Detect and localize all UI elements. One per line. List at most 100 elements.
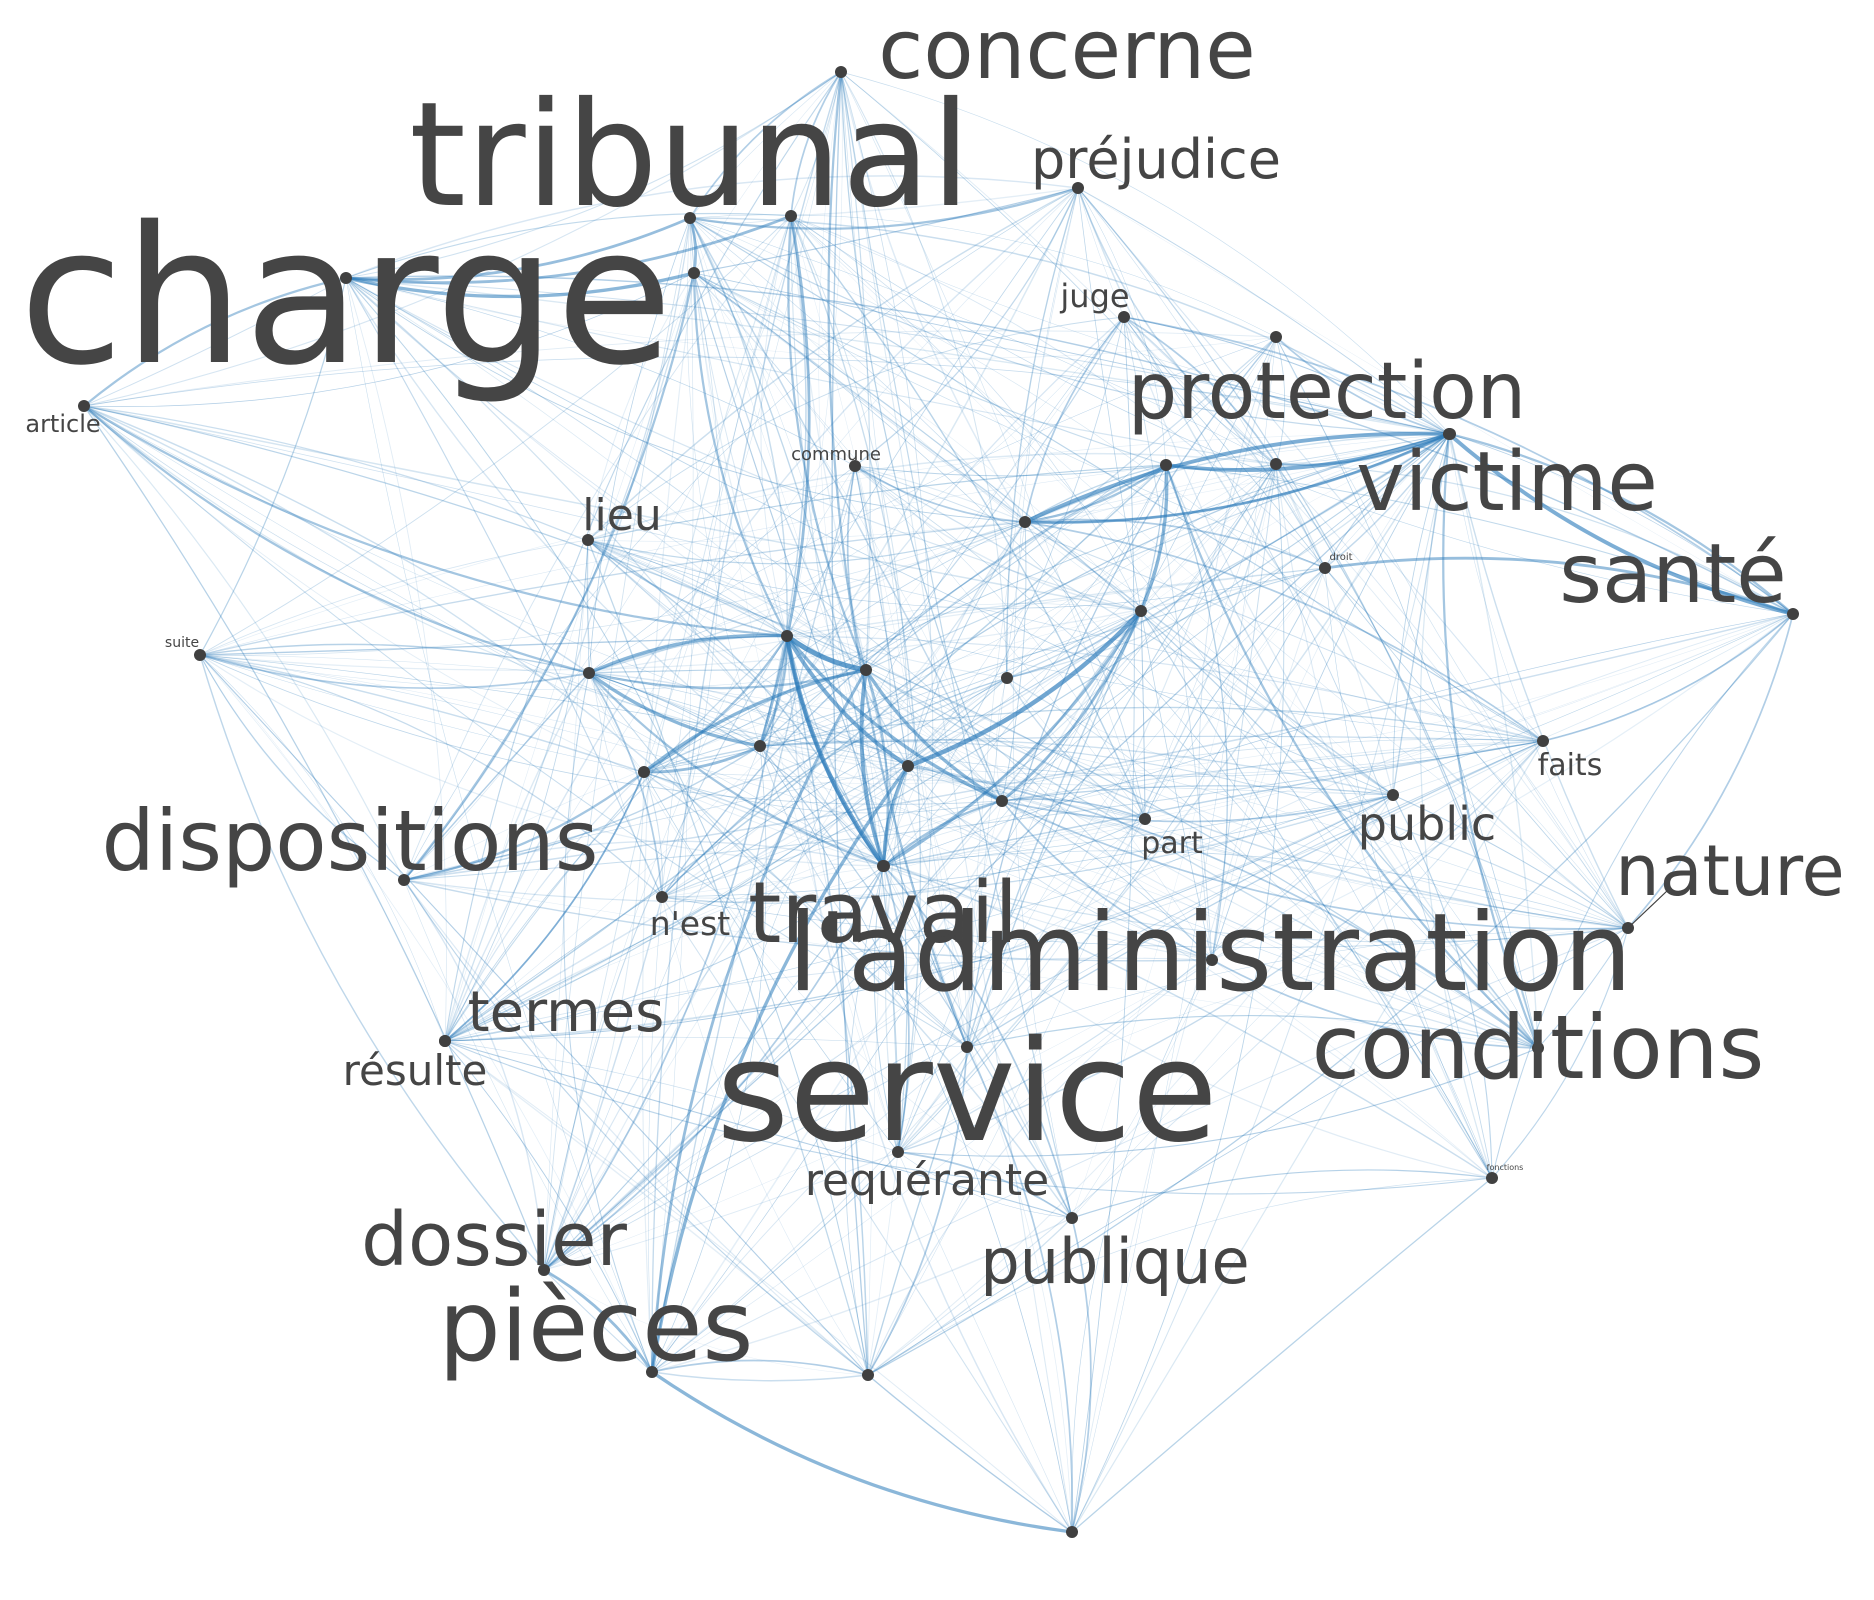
edge-web-lieu-droit <box>587 539 1326 609</box>
edge-web-victime-nest <box>661 433 1451 898</box>
edge-web-lieu-nest <box>586 539 663 898</box>
edge-web-public-nest <box>661 794 1394 898</box>
edge-web-prejudice-resulte <box>444 187 1079 1042</box>
edge-web-protection-termes <box>444 463 1277 1042</box>
edge-web-c8-c9 <box>1024 433 1450 523</box>
edge-web-conditions-c6 <box>1140 610 1539 1049</box>
edge-web-dossier-c9 <box>543 521 1026 1271</box>
edge-web-tribunal-c5 <box>689 217 1003 802</box>
edge-web-part-droit <box>1144 567 1326 820</box>
edge-web-ladministration-c11 <box>643 771 1213 961</box>
edge-web-nature-m2 <box>1275 336 1629 929</box>
edge-web-dossier-faits <box>543 740 1544 1271</box>
edge-web-sante-part <box>1144 613 1794 820</box>
edge-c2-pieces <box>650 669 868 1373</box>
edge-web-pieces-part <box>651 818 1146 1373</box>
edge-web-lieu-suite <box>199 539 589 656</box>
edge-web-protection-requerante <box>897 463 1277 1153</box>
edge-web-suite-c8 <box>199 433 1450 656</box>
edge-web-conditions-nature <box>1537 927 1629 1049</box>
edge-web-requerante-c11 <box>643 771 899 1153</box>
edge-web-c6-c8 <box>1140 433 1450 612</box>
edge-web-juge-droit <box>1123 316 1326 569</box>
node-dispositions <box>398 874 410 886</box>
edge-web-protection-c7 <box>1165 463 1277 471</box>
edge-suite-c10 <box>199 654 590 690</box>
edge-web-c1-m3 <box>786 635 869 1376</box>
edge-c11-c1 <box>643 635 788 773</box>
edge-web-service-faits <box>966 740 1544 1048</box>
edge-web-c5-m1 <box>996 677 1008 802</box>
edge-web-concerne-part <box>840 71 1146 820</box>
edge-web-charge-c13 <box>345 212 792 279</box>
edge-web-travail-juge <box>882 316 1125 867</box>
edge-nest-c10 <box>588 672 663 898</box>
edge-web-prejudice-m1 <box>1006 187 1079 679</box>
edge-web-fonctions-c14 <box>693 272 1493 1179</box>
edge-web-dispositions-c13 <box>403 215 792 881</box>
edge-web-dossier-public <box>543 794 1394 1271</box>
edge-web-tribunal-m2 <box>689 214 1277 338</box>
node-suite <box>194 649 206 661</box>
edge-web-tribunal-faits <box>689 217 1544 742</box>
edge-web-c2-c5 <box>865 669 1003 802</box>
edge-web-nature-public <box>1392 794 1629 929</box>
edge-web-protection-c3 <box>907 463 1277 767</box>
edge-web-tribunal-protection <box>689 217 1277 465</box>
edge-web-droit-c8 <box>1324 433 1450 569</box>
edge-web-dossier-requerante <box>543 1151 899 1271</box>
edge-web-part-c9 <box>1024 521 1146 820</box>
edge-web-c11-m2 <box>643 336 1277 773</box>
edge-web-service-c10 <box>588 672 968 1048</box>
edge-web-travail-c10 <box>588 672 884 867</box>
edge-web-droit-fonctions <box>1324 567 1493 1179</box>
edge-web-travail-c9 <box>882 521 1026 867</box>
edge-web-public-c8 <box>1392 433 1450 796</box>
edge-web-droit-c14 <box>693 272 1326 569</box>
edge-ladministration-conditions <box>1211 959 1539 1049</box>
edge-web-victime-c13 <box>790 215 1451 435</box>
edge-web-dossier-m1 <box>543 677 1008 1271</box>
edge-web-travail-c1 <box>786 635 884 867</box>
edge-web-concerne-droit <box>840 71 1326 569</box>
edge-web-nest-c14 <box>661 272 721 898</box>
edge-web-dispositions-m3 <box>403 879 869 1376</box>
edge-web-requerante-droit <box>897 567 1326 1153</box>
edge-web-concerne-m4 <box>840 71 1073 1533</box>
node-sante <box>1787 608 1799 620</box>
edge-web-victime-dossier <box>543 433 1451 1271</box>
edge-web-c6-m2 <box>1140 336 1277 612</box>
edge-web-victime-nature <box>1449 433 1629 929</box>
edge-web-prejudice-c1 <box>786 187 1079 637</box>
edge-web-travail-suite <box>199 654 884 867</box>
edge-web-termes-c8 <box>444 433 1450 1042</box>
edge-web-lieu-c9 <box>587 521 1026 565</box>
edge-web-sante-dossier <box>543 613 1794 1271</box>
edge-web-dossier-part <box>543 818 1146 1271</box>
edge-publique-c4 <box>883 865 1073 1219</box>
edge-web-dossier-c11 <box>543 771 645 1271</box>
edge-web-part-suite <box>199 654 1146 820</box>
label-droit: droit <box>1329 552 1352 563</box>
node-fonctions <box>1486 1172 1498 1184</box>
edge-web-charge-protection <box>345 277 1277 465</box>
edge-web-part-commune <box>854 465 1146 820</box>
label-charge: charge <box>19 186 673 407</box>
edge-web-termes-fonctions <box>444 1040 1493 1195</box>
edge-web-protection-public <box>1275 463 1394 796</box>
edge-web-conditions-prejudice <box>1077 187 1539 1049</box>
label-juge: juge <box>1059 277 1129 315</box>
edge-web-service-travail <box>882 865 968 1048</box>
edge-web-nature-prejudice <box>1077 187 1629 929</box>
edge-web-charge-m3 <box>345 277 869 1376</box>
edge-web-c10-c11 <box>588 672 645 773</box>
edge-web-faits-c12 <box>759 735 1544 747</box>
edge-faits-sante <box>1542 613 1794 742</box>
edge-web-c4-m3 <box>845 865 885 1376</box>
edge-web-ladministration-faits <box>1211 740 1544 961</box>
edge-web-protection-c6 <box>1140 463 1277 612</box>
edge-web-public-c12 <box>759 739 1394 796</box>
edge-c8-sante <box>1447 432 1794 616</box>
edge-web-conditions-c12 <box>759 745 1539 1049</box>
edge-c3-pieces <box>650 765 910 1373</box>
